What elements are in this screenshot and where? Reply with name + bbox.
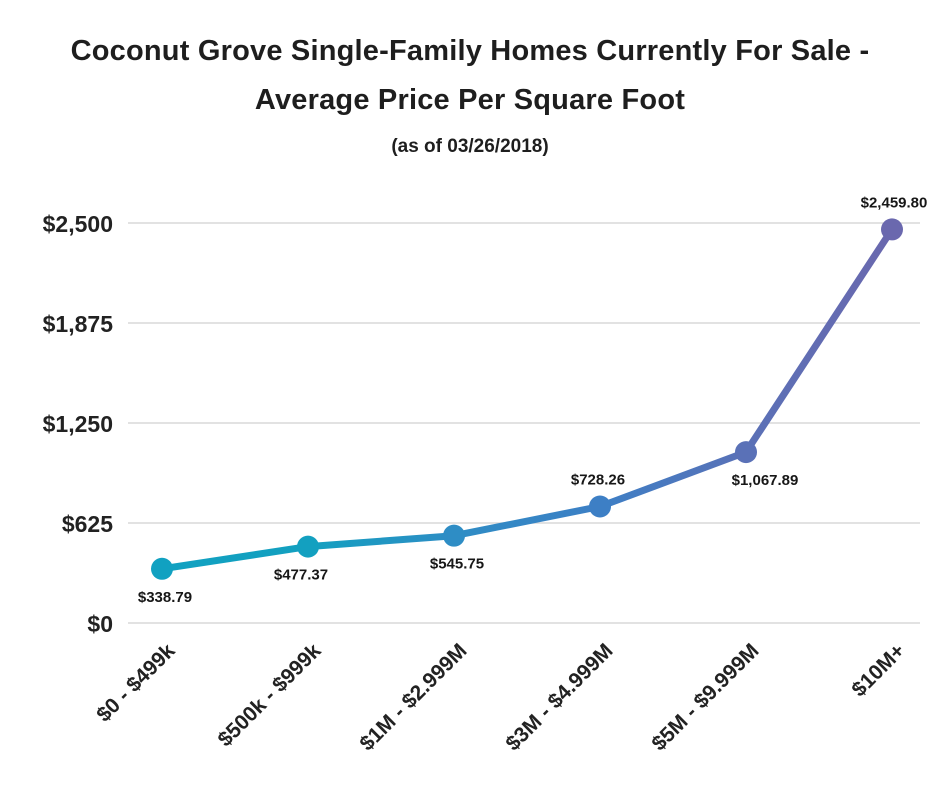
data-point-label: $545.75 [430,556,484,573]
y-axis-tick-label: $2,500 [43,211,113,237]
x-axis-category-labels: $0 - $499k $500k - $999k $1M - $2.999M $3M … [92,639,909,755]
data-point-marker [881,218,903,241]
data-point-labels: $338.79 $477.37 $545.75 $728.26 $1,067.89 $2,… [138,194,927,605]
data-point-label: $1,067.89 [732,472,799,489]
data-point-label: $477.37 [274,567,328,584]
data-point-marker [151,557,173,580]
data-point-marker [589,495,611,518]
y-axis-tick-label: $0 [87,611,113,637]
chart-header: Coconut Grove Single-Family Homes Curren… [0,0,940,180]
data-point-label: $338.79 [138,589,192,606]
x-axis-category-label: $500k - $999k [213,639,325,751]
chart-title-line2: Average Price Per Square Foot [254,84,686,116]
data-point-label: $728.26 [571,471,625,488]
y-axis-tick-label: $1,250 [43,411,113,437]
gridlines [128,222,920,624]
data-point-label: $2,459.80 [861,194,928,211]
data-point-markers [151,218,903,580]
series-line [158,225,896,573]
x-axis-category-label: $3M - $4.999M [501,639,617,755]
x-axis-category-label: $10M+ [847,639,909,701]
y-axis-labels: $0 $625 $1,250 $1,875 $2,500 [43,211,114,637]
x-axis-category-label: $0 - $499k [92,639,179,726]
chart-subtitle: (as of 03/26/2018) [391,136,549,157]
data-point-marker [735,441,757,464]
price-per-sqft-line-chart: $0$625$1,250$1,875$2,500 $338.79$477.37$… [43,194,928,755]
chart-title-line1: Coconut Grove Single-Family Homes Curren… [70,35,870,67]
data-point-marker [443,524,465,547]
x-axis-category-label: $1M - $2.999M [355,639,471,755]
data-point-marker [297,535,319,558]
x-axis-category-label: $5M - $9.999M [647,639,763,755]
y-axis-tick-label: $625 [62,511,113,537]
y-axis-tick-label: $1,875 [43,311,114,337]
